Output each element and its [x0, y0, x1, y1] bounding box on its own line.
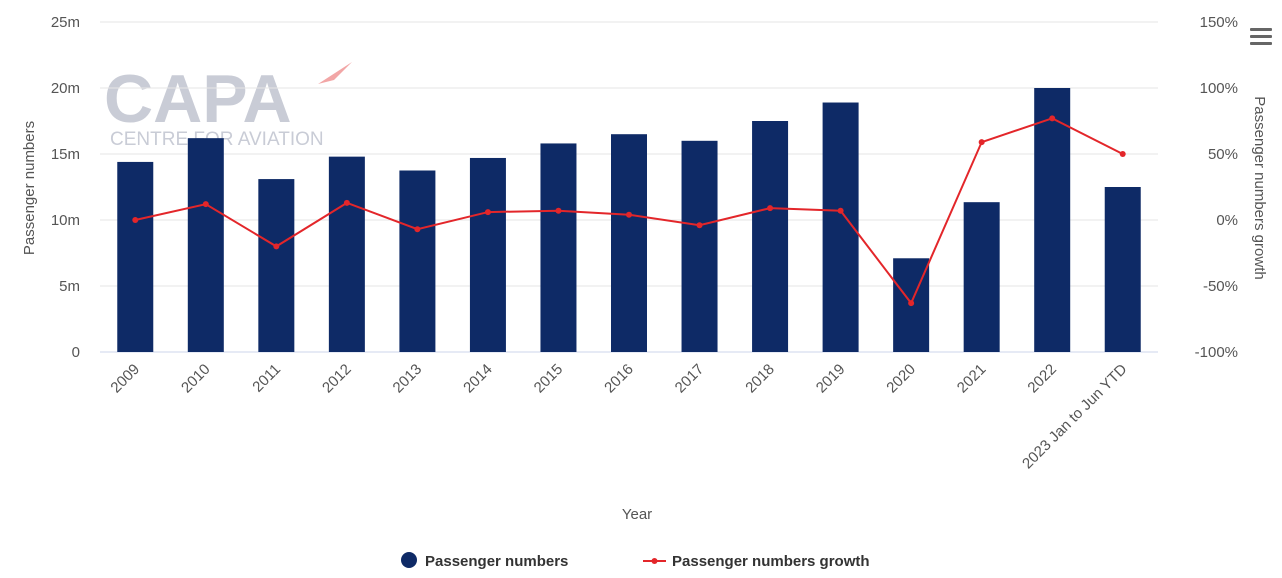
hamburger-menu-icon[interactable] — [1250, 28, 1272, 48]
y2-tick-label: -100% — [1195, 344, 1238, 361]
x-tick-label: 2012 — [319, 361, 355, 397]
legend-label-passenger-numbers-growth: Passenger numbers growth — [672, 553, 870, 570]
x-tick-label: 2021 — [954, 361, 990, 397]
x-tick-label: 2009 — [107, 361, 143, 397]
right-axis-ticks: -100% -50% 0% 50% 100% 150% — [1195, 14, 1238, 361]
legend-bar-swatch — [401, 552, 417, 568]
y2-tick-label: 150% — [1200, 14, 1238, 31]
x-tick-label: 2022 — [1024, 361, 1060, 397]
bar[interactable] — [752, 121, 789, 352]
line-point[interactable] — [1119, 151, 1126, 157]
line-point[interactable] — [626, 211, 632, 218]
line-point[interactable] — [273, 243, 280, 250]
line-point[interactable] — [132, 217, 139, 223]
menu-bar — [1250, 35, 1272, 38]
line-point[interactable] — [555, 207, 562, 214]
y-tick-label: 25m — [51, 14, 80, 31]
watermark-swoosh-icon — [318, 62, 352, 84]
watermark-brand-text: CAPA — [104, 61, 292, 137]
bar[interactable] — [187, 138, 224, 352]
x-tick-label: 2020 — [883, 361, 919, 397]
y-tick-label: 20m — [51, 80, 80, 97]
bar[interactable] — [469, 157, 506, 352]
line-point[interactable] — [1049, 115, 1056, 122]
y2-tick-label: -50% — [1203, 278, 1238, 295]
bar[interactable] — [1104, 187, 1141, 352]
bar[interactable] — [540, 143, 577, 352]
bar[interactable] — [258, 179, 295, 352]
bar[interactable] — [328, 156, 365, 352]
line-point[interactable] — [908, 300, 915, 307]
x-tick-label: 2016 — [601, 361, 637, 397]
y2-axis-title: Passenger numbers growth — [1251, 96, 1268, 279]
legend-line-marker — [651, 558, 658, 564]
y-tick-label: 15m — [51, 146, 80, 163]
bar[interactable] — [1034, 88, 1071, 352]
left-axis-ticks: 0 5m 10m 15m 20m 25m — [51, 14, 80, 361]
x-tick-label: 2010 — [178, 361, 214, 397]
line-point[interactable] — [978, 139, 985, 146]
menu-bar — [1250, 28, 1272, 31]
line-point[interactable] — [414, 226, 421, 233]
y2-tick-label: 50% — [1208, 146, 1238, 163]
line-point[interactable] — [484, 209, 491, 216]
bar[interactable] — [963, 202, 1000, 352]
x-axis-ticks: 2009 2010 2011 2012 2013 2014 2015 2016 2017 2018… — [107, 361, 1130, 473]
y-tick-label: 0 — [72, 344, 80, 361]
bar[interactable] — [117, 161, 154, 352]
y-axis-title: Passenger numbers — [21, 121, 38, 255]
x-tick-label: 2015 — [531, 361, 567, 397]
line-point[interactable] — [767, 205, 774, 212]
line-point[interactable] — [343, 199, 350, 206]
bar[interactable] — [611, 134, 647, 352]
line-point[interactable] — [837, 207, 844, 214]
x-tick-label: 2017 — [672, 361, 708, 397]
line-point[interactable] — [202, 201, 209, 208]
x-tick-label: 2018 — [742, 361, 778, 397]
x-tick-label: 2013 — [390, 361, 426, 397]
x-tick-label: 2014 — [460, 361, 496, 397]
legend-item-passenger-numbers[interactable]: Passenger numbers — [401, 552, 568, 570]
capa-watermark-logo: CAPA CENTRE FOR AVIATION — [104, 61, 352, 150]
y2-tick-label: 0% — [1216, 212, 1238, 229]
y-tick-label: 10m — [51, 212, 80, 229]
bar[interactable] — [681, 140, 718, 352]
bar[interactable] — [399, 170, 436, 353]
menu-bar — [1250, 42, 1272, 45]
legend-item-passenger-numbers-growth[interactable]: Passenger numbers growth — [643, 553, 870, 570]
y-tick-label: 5m — [59, 278, 80, 295]
legend-label-passenger-numbers: Passenger numbers — [425, 553, 568, 570]
legend: Passenger numbers Passenger numbers grow… — [401, 552, 870, 570]
bar-series — [117, 88, 1141, 353]
line-series — [132, 115, 1126, 307]
x-tick-label: 2019 — [813, 361, 849, 397]
x-tick-label: 2011 — [249, 361, 284, 396]
y2-tick-label: 100% — [1200, 80, 1238, 97]
line-point[interactable] — [696, 222, 703, 229]
x-axis-title: Year — [622, 506, 652, 523]
